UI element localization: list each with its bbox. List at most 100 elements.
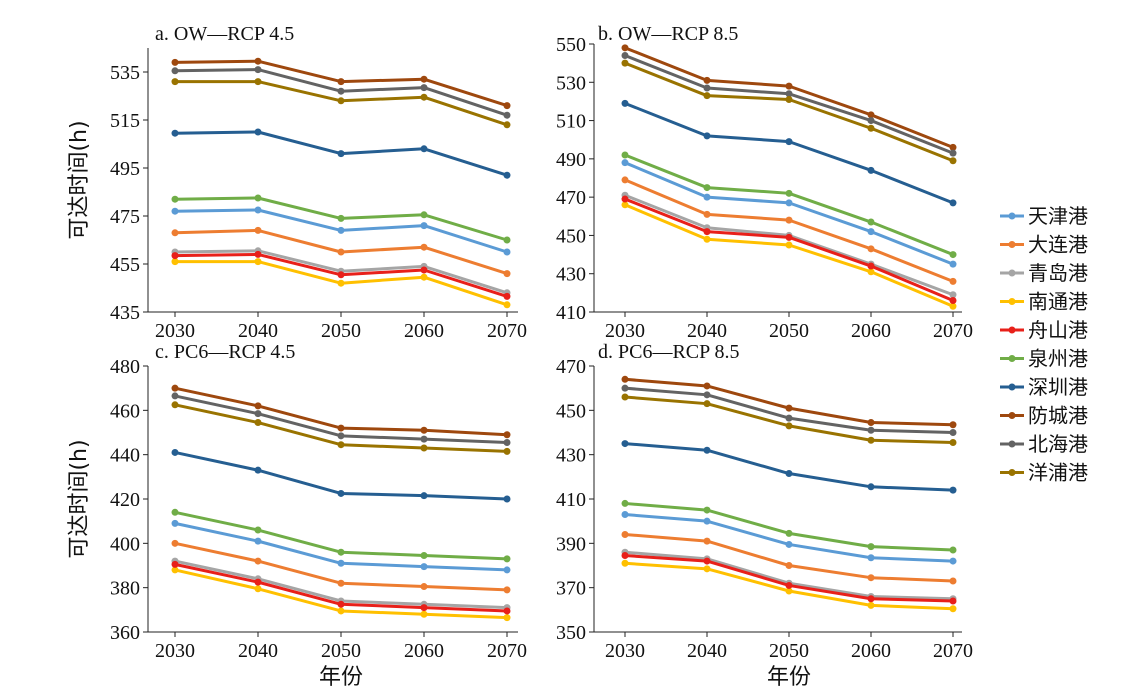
data-point	[337, 548, 345, 556]
data-point	[337, 97, 345, 105]
data-point	[785, 241, 793, 249]
y-tick-label: 420	[110, 489, 140, 511]
data-point	[420, 266, 428, 274]
data-point	[420, 552, 428, 560]
x-tick-label: 2030	[605, 640, 645, 662]
legend-label: 洋浦港	[1028, 461, 1088, 485]
x-tick-label: 2070	[487, 320, 527, 342]
data-point	[621, 440, 629, 448]
data-point	[420, 583, 428, 591]
data-point	[503, 566, 511, 574]
data-point	[337, 271, 345, 279]
data-point	[254, 537, 262, 545]
data-point	[420, 145, 428, 153]
data-point	[254, 128, 262, 136]
data-point	[420, 84, 428, 92]
data-point	[621, 511, 629, 519]
data-point	[621, 375, 629, 383]
data-point	[703, 565, 711, 573]
data-point	[949, 157, 957, 165]
data-point	[337, 78, 345, 86]
data-point	[949, 546, 957, 554]
data-point	[171, 560, 179, 568]
y-tick-label: 410	[556, 489, 586, 511]
data-point	[171, 58, 179, 66]
data-point	[867, 543, 875, 551]
legend-label: 防城港	[1028, 404, 1088, 428]
legend-label: 北海港	[1028, 432, 1088, 456]
data-point	[254, 78, 262, 86]
data-point	[337, 226, 345, 234]
y-tick-label: 535	[110, 62, 140, 84]
x-tick-label: 2060	[404, 640, 444, 662]
data-point	[420, 444, 428, 452]
data-point	[867, 111, 875, 119]
data-point	[337, 279, 345, 287]
data-point	[949, 302, 957, 310]
data-point	[621, 201, 629, 209]
data-point	[254, 466, 262, 474]
data-point	[337, 559, 345, 567]
y-tick-label: 490	[556, 149, 586, 171]
data-point	[867, 554, 875, 562]
data-point	[785, 529, 793, 537]
panel-title: b. OW—RCP 8.5	[598, 23, 738, 45]
legend-marker	[1008, 383, 1016, 391]
y-tick-label: 460	[110, 400, 140, 422]
data-point	[867, 426, 875, 434]
data-point	[867, 166, 875, 174]
data-point	[621, 559, 629, 567]
series-line	[624, 442, 954, 492]
legend-label: 天津港	[1028, 204, 1088, 228]
data-point	[420, 492, 428, 500]
data-point	[703, 92, 711, 100]
x-tick-label: 2050	[321, 640, 361, 662]
data-point	[703, 537, 711, 545]
data-point	[171, 401, 179, 409]
x-tick-label: 2040	[238, 320, 278, 342]
x-tick-label: 2040	[238, 640, 278, 662]
data-point	[503, 301, 511, 309]
data-point	[621, 384, 629, 392]
data-point	[171, 195, 179, 203]
data-point	[703, 400, 711, 408]
data-point	[171, 78, 179, 86]
x-axis-label: 年份	[767, 665, 811, 690]
data-point	[254, 66, 262, 74]
data-point	[703, 210, 711, 218]
data-point	[420, 93, 428, 101]
data-point	[621, 51, 629, 59]
data-point	[621, 159, 629, 167]
data-point	[171, 252, 179, 260]
x-axis-label: 年份	[319, 665, 363, 690]
y-tick-label: 380	[110, 578, 140, 600]
data-point	[949, 297, 957, 305]
data-point	[503, 555, 511, 563]
y-tick-label: 495	[110, 158, 140, 180]
data-point	[949, 149, 957, 157]
x-tick-label: 2060	[851, 640, 891, 662]
data-point	[171, 566, 179, 574]
x-tick-label: 2030	[155, 320, 195, 342]
data-point	[949, 143, 957, 151]
data-point	[949, 597, 957, 605]
y-tick-label: 550	[556, 34, 586, 56]
y-tick-label: 350	[556, 622, 586, 644]
x-tick-label: 2050	[321, 320, 361, 342]
data-point	[254, 402, 262, 410]
legend-label: 南通港	[1028, 290, 1088, 314]
data-point	[621, 552, 629, 560]
data-point	[949, 438, 957, 446]
data-point	[503, 431, 511, 439]
legend-label: 舟山港	[1028, 318, 1088, 342]
data-point	[621, 499, 629, 507]
data-point	[337, 87, 345, 95]
data-point	[171, 207, 179, 215]
data-point	[867, 124, 875, 132]
data-point	[703, 76, 711, 84]
data-point	[867, 483, 875, 491]
legend-marker	[1008, 440, 1016, 448]
data-point	[785, 216, 793, 224]
data-point	[621, 195, 629, 203]
